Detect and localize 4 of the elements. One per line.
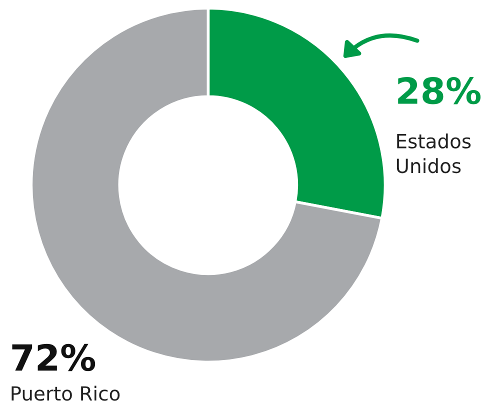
data-label: 72% <box>12 344 96 372</box>
slice-label: Puerto Rico <box>12 386 120 401</box>
data-label: 28% <box>398 76 481 104</box>
slice-label: Estados Unidos <box>396 133 471 174</box>
